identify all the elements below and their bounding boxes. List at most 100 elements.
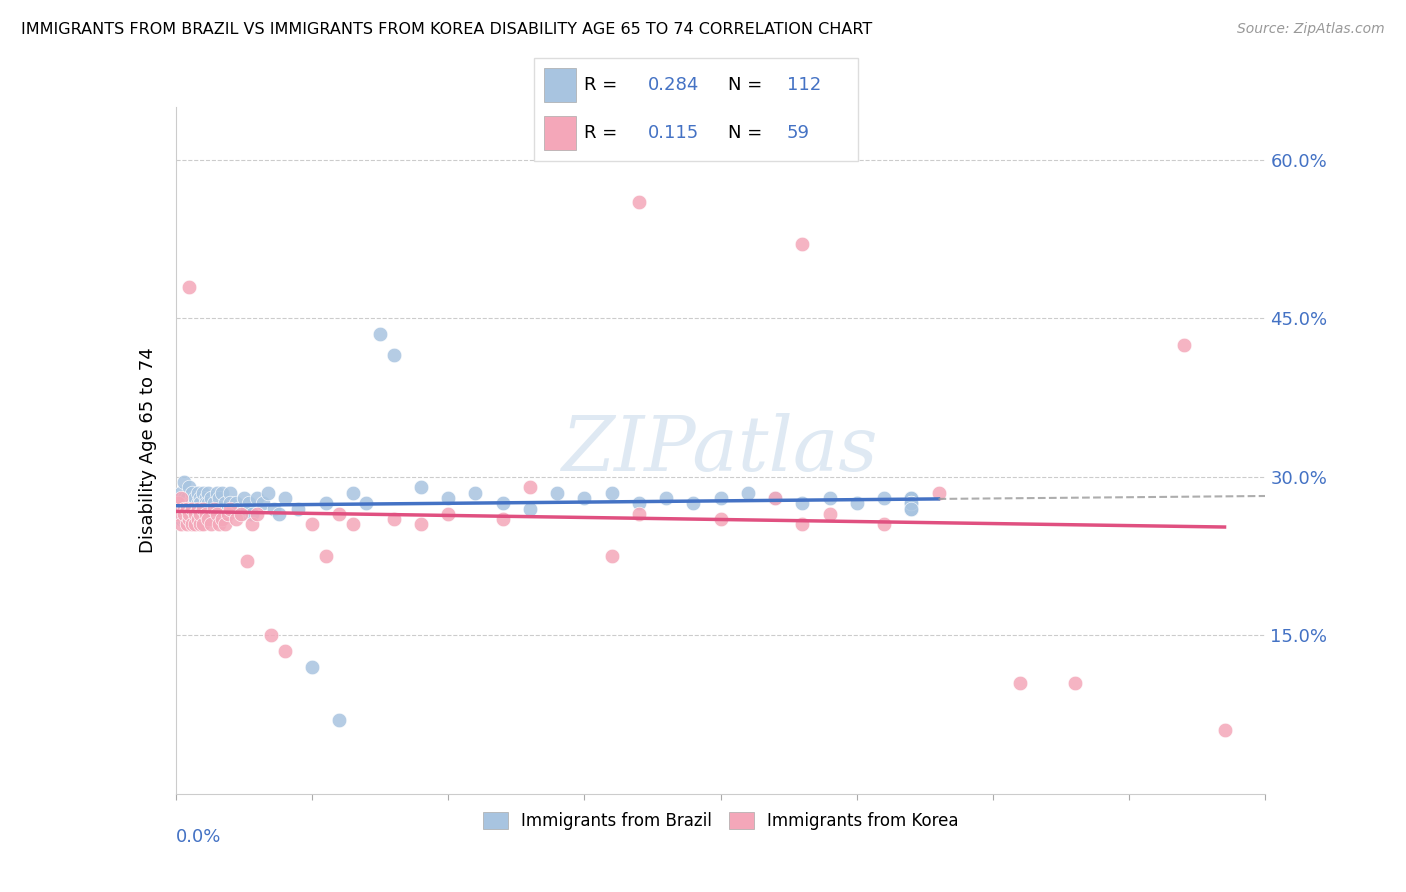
Point bbox=[191, 507, 214, 521]
Point bbox=[179, 480, 201, 494]
Point bbox=[167, 491, 190, 505]
Point bbox=[437, 491, 460, 505]
Point bbox=[181, 491, 204, 505]
Point bbox=[873, 517, 896, 532]
Point bbox=[900, 496, 922, 510]
Point bbox=[184, 496, 207, 510]
Point bbox=[263, 501, 285, 516]
Point bbox=[873, 491, 896, 505]
Point bbox=[184, 501, 207, 516]
Point bbox=[208, 507, 231, 521]
Point bbox=[274, 644, 297, 658]
Point bbox=[179, 279, 201, 293]
Point bbox=[231, 507, 253, 521]
Text: ZIPatlas: ZIPatlas bbox=[562, 414, 879, 487]
Point bbox=[1173, 338, 1195, 352]
Point bbox=[211, 485, 233, 500]
Text: N =: N = bbox=[728, 76, 768, 95]
Point bbox=[368, 327, 391, 342]
Point bbox=[191, 485, 214, 500]
Point bbox=[257, 485, 280, 500]
Point bbox=[186, 485, 209, 500]
Point bbox=[409, 517, 432, 532]
Text: 0.115: 0.115 bbox=[647, 124, 699, 143]
Point bbox=[200, 491, 222, 505]
Point bbox=[519, 501, 541, 516]
Point bbox=[900, 496, 922, 510]
Text: 0.284: 0.284 bbox=[647, 76, 699, 95]
Point bbox=[176, 507, 198, 521]
Point bbox=[181, 496, 204, 510]
Text: IMMIGRANTS FROM BRAZIL VS IMMIGRANTS FROM KOREA DISABILITY AGE 65 TO 74 CORRELAT: IMMIGRANTS FROM BRAZIL VS IMMIGRANTS FRO… bbox=[21, 22, 872, 37]
Point bbox=[186, 507, 209, 521]
Point bbox=[170, 485, 193, 500]
Point bbox=[900, 496, 922, 510]
Point bbox=[900, 491, 922, 505]
Point bbox=[222, 501, 245, 516]
Point bbox=[181, 501, 204, 516]
Point bbox=[188, 517, 211, 532]
Text: N =: N = bbox=[728, 124, 768, 143]
Point bbox=[287, 501, 309, 516]
Point bbox=[792, 237, 814, 252]
Point bbox=[574, 491, 596, 505]
Point bbox=[173, 512, 195, 526]
Point bbox=[170, 512, 193, 526]
Point bbox=[167, 507, 190, 521]
Point bbox=[1063, 676, 1085, 690]
Point bbox=[356, 496, 378, 510]
Point bbox=[191, 501, 214, 516]
Point bbox=[184, 517, 207, 532]
Point bbox=[1010, 676, 1032, 690]
Point bbox=[928, 485, 950, 500]
Point bbox=[173, 501, 195, 516]
Point bbox=[205, 501, 228, 516]
Point bbox=[205, 485, 228, 500]
Point bbox=[170, 491, 193, 505]
FancyBboxPatch shape bbox=[544, 69, 576, 102]
Point bbox=[173, 507, 195, 521]
Point bbox=[235, 554, 257, 568]
Point bbox=[202, 501, 225, 516]
Point bbox=[818, 507, 841, 521]
Point bbox=[191, 501, 214, 516]
Point bbox=[176, 501, 198, 516]
Point bbox=[301, 517, 323, 532]
Legend: Immigrants from Brazil, Immigrants from Korea: Immigrants from Brazil, Immigrants from … bbox=[477, 805, 965, 837]
Point bbox=[186, 496, 209, 510]
Point bbox=[188, 496, 211, 510]
Point bbox=[219, 485, 242, 500]
Point bbox=[188, 491, 211, 505]
Point bbox=[205, 507, 228, 521]
Point bbox=[181, 517, 204, 532]
Point bbox=[792, 496, 814, 510]
Point bbox=[197, 512, 219, 526]
Point bbox=[167, 496, 190, 510]
Point bbox=[409, 480, 432, 494]
Point bbox=[252, 496, 274, 510]
Point bbox=[301, 660, 323, 674]
Point bbox=[200, 517, 222, 532]
Point bbox=[211, 501, 233, 516]
Point bbox=[176, 491, 198, 505]
Point bbox=[627, 195, 650, 210]
Point bbox=[269, 507, 291, 521]
Point bbox=[655, 491, 678, 505]
Point bbox=[627, 496, 650, 510]
Point bbox=[176, 501, 198, 516]
Point bbox=[173, 496, 195, 510]
Point bbox=[382, 348, 405, 362]
Point bbox=[900, 496, 922, 510]
Point bbox=[200, 507, 222, 521]
Point bbox=[170, 501, 193, 516]
Point bbox=[186, 512, 209, 526]
Point bbox=[274, 491, 297, 505]
Point bbox=[328, 713, 350, 727]
Point bbox=[763, 491, 786, 505]
Point bbox=[200, 501, 222, 516]
Point bbox=[246, 507, 269, 521]
Point bbox=[546, 485, 568, 500]
Point bbox=[194, 491, 217, 505]
Point bbox=[184, 507, 207, 521]
Point bbox=[900, 491, 922, 505]
